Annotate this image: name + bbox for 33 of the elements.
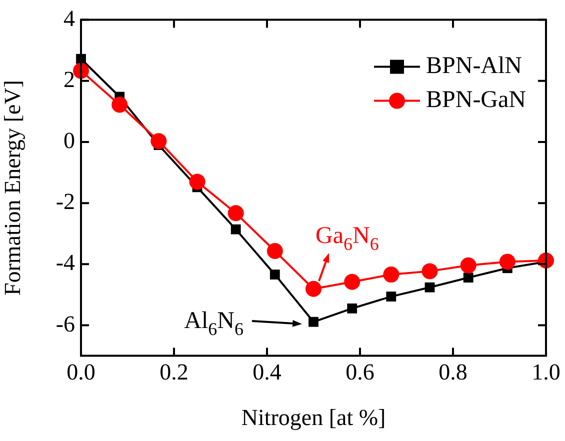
point [189, 174, 206, 190]
y-axis-title: Formation Energy [eV] [0, 80, 25, 296]
y-tick-label: 0 [64, 128, 75, 154]
point [499, 254, 516, 270]
point [383, 266, 400, 283]
y-tick-label: -2 [56, 189, 75, 214]
point [228, 205, 244, 222]
point [112, 96, 128, 113]
x-tick-label: 0.6 [346, 360, 374, 385]
point [424, 282, 435, 292]
point [306, 280, 322, 297]
y-tick-label: -6 [56, 311, 75, 336]
point [422, 263, 438, 280]
point [344, 274, 360, 290]
y-tick-label: 2 [64, 66, 75, 92]
y-tick-label: -4 [56, 250, 76, 276]
point [270, 270, 280, 280]
x-tick-label: 0.0 [66, 360, 96, 385]
x-tick-label: 0.4 [252, 360, 282, 385]
point [308, 316, 318, 327]
y-tick-label: 4 [64, 6, 76, 31]
point [347, 304, 358, 314]
legend-label: BPN-AlN [426, 53, 522, 80]
point [266, 243, 283, 260]
x-axis-title: Nitrogen [at %] [241, 405, 386, 430]
legend-label: BPN-GaN [426, 87, 526, 114]
point [386, 292, 396, 302]
point [230, 224, 241, 234]
x-tick-label: 0.8 [438, 360, 468, 385]
x-tick-label: 0.2 [160, 360, 188, 385]
point [460, 257, 476, 274]
point [463, 272, 474, 283]
x-tick-label: 1.0 [532, 360, 560, 385]
